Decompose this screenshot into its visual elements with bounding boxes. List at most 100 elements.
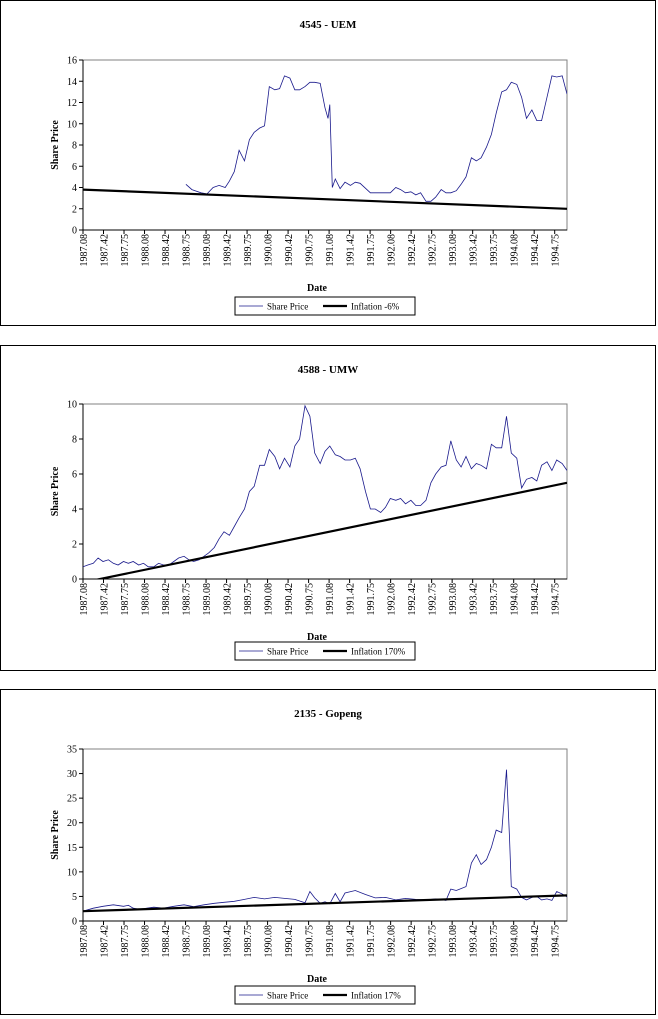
x-tick-label: 1992.42: [407, 234, 418, 267]
x-tick-label: 1990.08: [264, 925, 275, 958]
x-tick-label: 1988.42: [161, 925, 172, 958]
x-tick-label: 1992.08: [387, 234, 398, 267]
x-axis-label: Date: [307, 283, 328, 294]
x-tick-label: 1987.42: [100, 925, 111, 958]
plot-area: [82, 403, 568, 580]
x-tick-label: 1989.42: [223, 234, 234, 267]
y-tick-label: 10: [67, 867, 77, 878]
x-tick-label: 1994.42: [530, 925, 541, 958]
x-tick-label: 1994.75: [551, 925, 562, 958]
chart-title: 4545 - UEM: [300, 19, 357, 31]
x-tick-label: 1987.08: [79, 583, 90, 616]
inflation-line: [83, 188, 567, 210]
gopeng-chart: 2135 - Gopeng 0 5 10 15 20 25 30 35 1987.08 1987.4…: [50, 708, 568, 1005]
x-tick-label: 1992.08: [387, 925, 398, 958]
x-tick-label: 1989.75: [243, 925, 254, 958]
x-tick-label: 1994.42: [530, 583, 541, 616]
x-tick-label: 1988.42: [161, 583, 172, 616]
y-tick-label: 10: [67, 119, 77, 130]
x-tick-label: 1990.42: [284, 925, 295, 958]
y-axis-label: Share Price: [50, 120, 61, 170]
x-tick-label: 1991.08: [325, 583, 336, 616]
y-tick-label: 8: [72, 435, 77, 446]
x-tick-label: 1993.75: [489, 925, 500, 958]
y-tick-label: 30: [67, 769, 77, 780]
x-tick-label: 1989.42: [223, 925, 234, 958]
inflation-line: [94, 481, 567, 579]
x-tick-label: 1987.08: [79, 925, 90, 958]
x-tick-label: 1988.75: [182, 925, 193, 958]
y-tick-label: 4: [72, 505, 77, 516]
x-tick-label: 1987.75: [120, 583, 131, 616]
chart-panel-uem: 4545 - UEM 0 2 4 6 8 10 12 14 16 1987.08 1987.42 198…: [0, 0, 656, 326]
x-tick-label: 1993.42: [469, 234, 480, 267]
x-tick-label: 1993.75: [489, 234, 500, 267]
x-tick-label: 1988.08: [141, 583, 152, 616]
chart-title: 2135 - Gopeng: [294, 708, 362, 720]
x-tick-label: 1988.75: [182, 234, 193, 267]
legend: Share Price Inflation 17%: [234, 985, 416, 1005]
chart-panel-umw: 4588 - UMW 0 2 4 6 8 10 1987.08 1987.42 1987.75 19…: [0, 345, 656, 671]
x-tick-label: 1989.42: [223, 583, 234, 616]
x-tick-label: 1987.75: [120, 234, 131, 267]
legend-label: Share Price: [267, 647, 308, 657]
x-tick-label: 1994.75: [551, 234, 562, 267]
legend-label: Inflation 17%: [351, 991, 401, 1001]
y-tick-label: 35: [67, 745, 77, 756]
x-tick-label: 1993.08: [448, 583, 459, 616]
x-axis-label: Date: [307, 974, 328, 985]
x-tick-label: 1992.75: [428, 925, 439, 958]
x-tick-label: 1991.42: [346, 925, 357, 958]
y-tick-label: 10: [67, 400, 77, 411]
y-tick-label: 2: [72, 204, 77, 215]
y-tick-label: 16: [67, 56, 77, 67]
y-tick-label: 14: [67, 77, 77, 88]
x-tick-label: 1987.75: [120, 925, 131, 958]
y-tick-label: 4: [72, 183, 77, 194]
y-tick-label: 12: [67, 98, 77, 109]
y-tick-label: 8: [72, 141, 77, 152]
x-tick-label: 1994.08: [510, 234, 521, 267]
x-tick-label: 1991.75: [366, 583, 377, 616]
y-axis-label: Share Price: [50, 466, 61, 516]
x-tick-label: 1991.08: [325, 234, 336, 267]
x-tick-label: 1991.75: [366, 925, 377, 958]
y-tick-label: 6: [72, 470, 77, 481]
share-price-line: [185, 75, 567, 202]
x-tick-label: 1990.75: [305, 583, 316, 616]
x-tick-label: 1988.75: [182, 583, 193, 616]
x-axis-label: Date: [307, 632, 328, 643]
y-tick-label: 0: [72, 575, 77, 586]
x-tick-label: 1991.75: [366, 234, 377, 267]
legend: Share Price Inflation -6%: [234, 296, 416, 316]
legend-label: Share Price: [267, 302, 308, 312]
share-price-line: [83, 404, 567, 568]
legend-label: Share Price: [267, 991, 308, 1001]
uem-chart: 4545 - UEM 0 2 4 6 8 10 12 14 16 1987.08 1987.42 198…: [50, 19, 568, 316]
plot-area: [82, 748, 568, 922]
x-tick-label: 1989.08: [202, 234, 213, 267]
y-tick-label: 2: [72, 540, 77, 551]
x-tick-label: 1991.42: [346, 234, 357, 267]
x-tick-label: 1991.08: [325, 925, 336, 958]
y-tick-label: 0: [72, 917, 77, 928]
share-price-line: [83, 769, 567, 912]
x-tick-label: 1989.08: [202, 583, 213, 616]
x-tick-label: 1994.75: [551, 583, 562, 616]
x-tick-label: 1993.42: [469, 925, 480, 958]
x-tick-label: 1989.75: [243, 583, 254, 616]
x-tick-label: 1993.42: [469, 583, 480, 616]
x-tick-label: 1990.42: [284, 583, 295, 616]
x-tick-label: 1992.42: [407, 925, 418, 958]
y-tick-label: 15: [67, 843, 77, 854]
x-tick-label: 1988.42: [161, 234, 172, 267]
y-tick-label: 5: [72, 892, 77, 903]
x-tick-label: 1992.75: [428, 583, 439, 616]
chart-title: 4588 - UMW: [298, 364, 359, 376]
x-tick-label: 1994.08: [510, 925, 521, 958]
legend-label: Inflation -6%: [351, 302, 400, 312]
x-tick-label: 1987.08: [79, 234, 90, 267]
x-tick-label: 1987.42: [100, 583, 111, 616]
plot-area: [82, 59, 568, 231]
umw-chart: 4588 - UMW 0 2 4 6 8 10 1987.08 1987.42 1987.75 19…: [50, 364, 568, 661]
